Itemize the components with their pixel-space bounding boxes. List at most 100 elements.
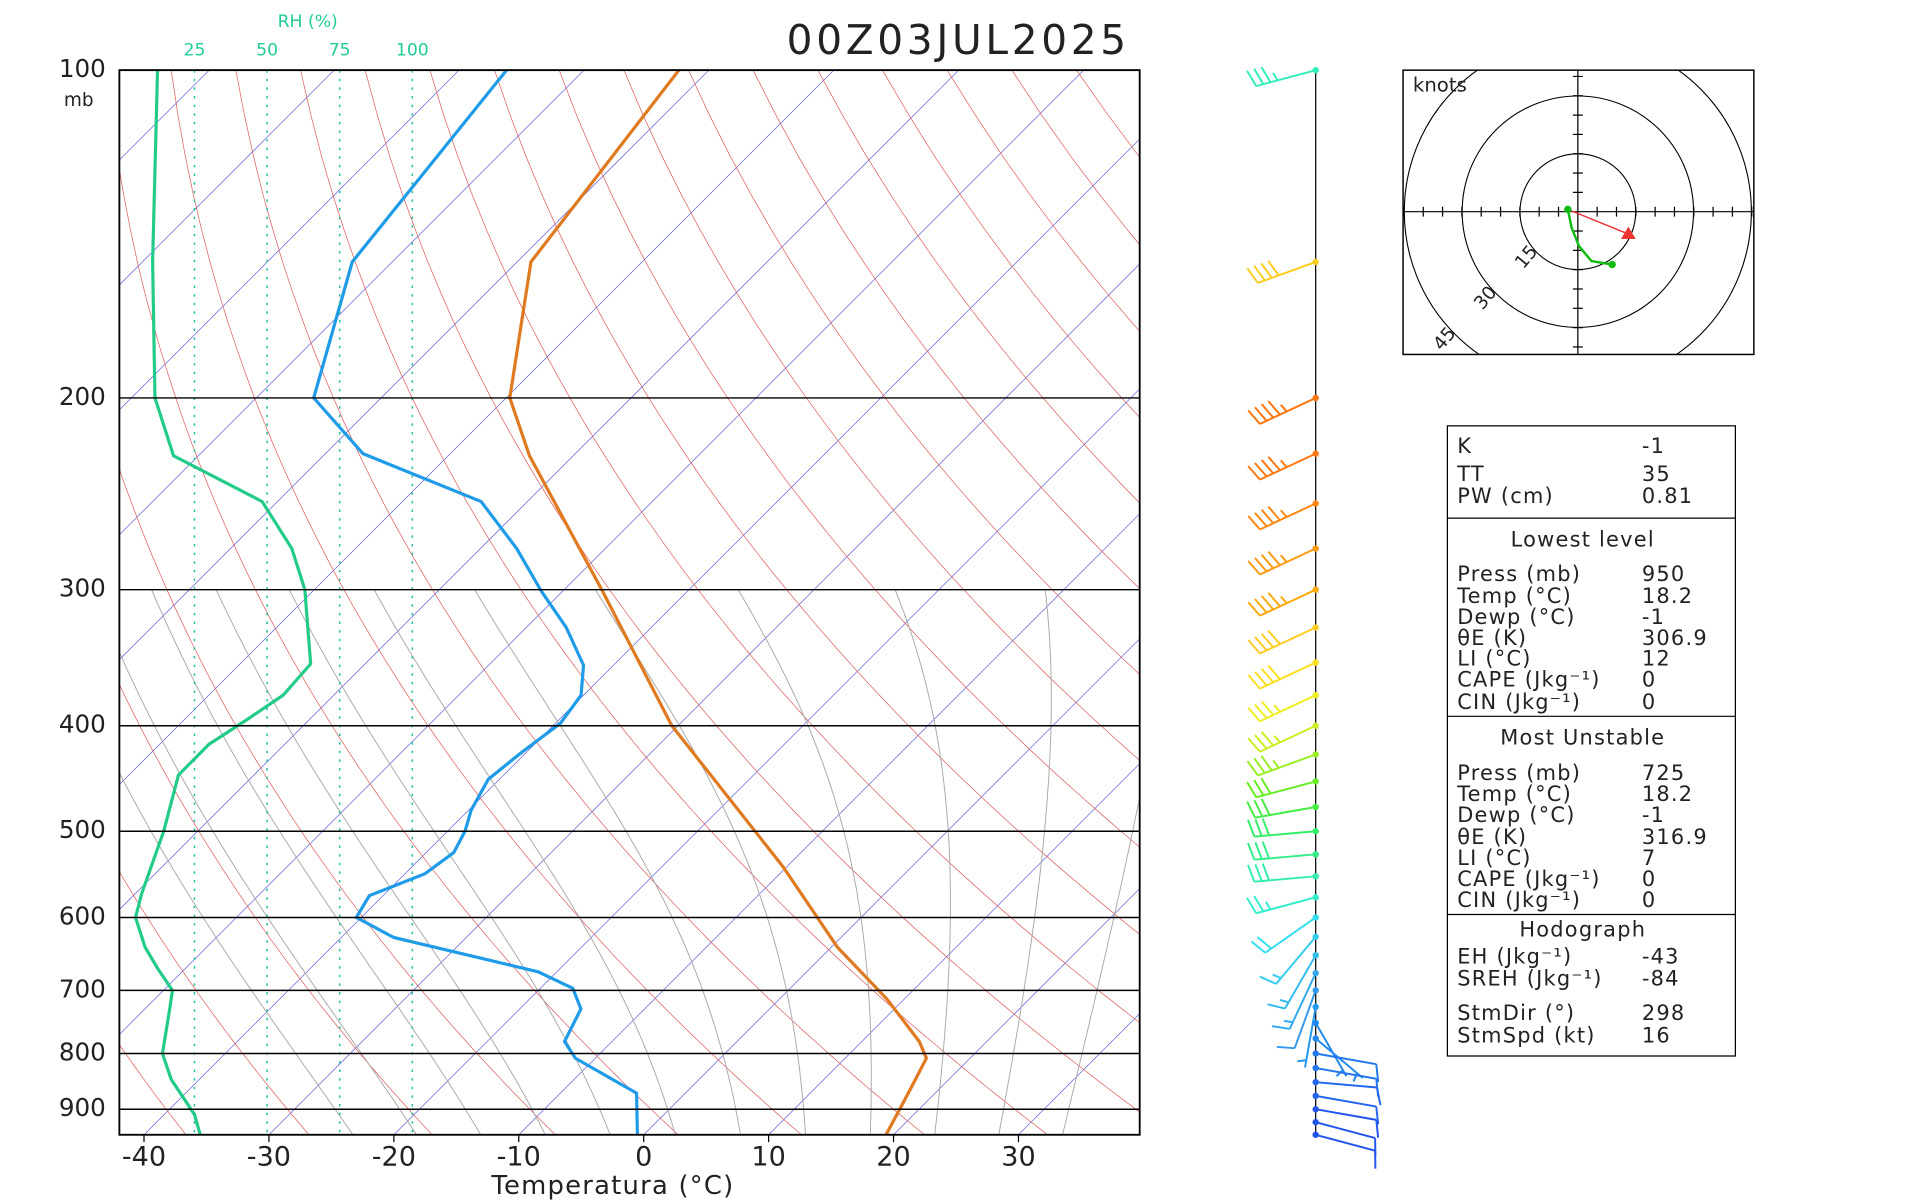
wind-level-dot <box>1312 851 1319 858</box>
moist-adiabat <box>215 589 546 1135</box>
wind-level-dot <box>1312 952 1319 959</box>
hodograph-endpoint <box>1564 205 1572 214</box>
moist-adiabat <box>474 589 742 1135</box>
wind-barb <box>1246 895 1316 915</box>
wind-level-dot <box>1312 1064 1319 1072</box>
hodograph-unit-label: knots <box>1413 74 1467 97</box>
dry-adiabat <box>119 683 433 1135</box>
wind-level-dot <box>1312 659 1319 666</box>
table-label: SREH (Jkg⁻¹) <box>1457 967 1602 991</box>
table-value: -84 <box>1642 967 1680 991</box>
wind-barb <box>1246 260 1317 284</box>
wind-barb <box>1315 1094 1380 1125</box>
hodograph-ring-label: 30 <box>1470 282 1501 313</box>
wind-barb <box>1315 1121 1377 1157</box>
wind-barb <box>1247 626 1317 655</box>
table-label: StmSpd (kt) <box>1457 1023 1595 1047</box>
dry-adiabat <box>1658 70 1920 1135</box>
index-table: K -1 TT 35 PW (cm) 0.81 Lowest level Press (mb)… <box>1446 425 1736 1057</box>
plot-area <box>119 70 1920 1135</box>
table-value: 0 <box>1642 888 1657 912</box>
chart-title: 00Z03JUL2025 <box>787 16 1130 64</box>
table-value: 0 <box>1642 690 1657 714</box>
table-label: TT <box>1456 462 1485 486</box>
dry-adiabat <box>558 70 1140 848</box>
isotherm <box>119 70 835 786</box>
wind-level-dot <box>1312 873 1319 880</box>
y-tick-label: 800 <box>59 1038 106 1067</box>
table-value: 7 <box>1642 846 1657 870</box>
wind-level-dot <box>1312 586 1319 593</box>
wind-barb <box>1246 66 1316 88</box>
storm-motion-line <box>1567 208 1629 235</box>
table-heading: Hodograph <box>1519 917 1646 941</box>
dry-adiabat <box>119 1044 187 1135</box>
x-tick-label: -20 <box>372 1142 416 1173</box>
wind-level-dot <box>1312 258 1319 266</box>
table-label: LI (°C) <box>1457 846 1531 870</box>
hodograph-ring-label: 15 <box>1511 241 1542 272</box>
wind-barb <box>1247 452 1317 481</box>
x-tick-label: -10 <box>497 1142 541 1173</box>
table-label: PW (cm) <box>1457 484 1554 508</box>
x-tick-label: 10 <box>751 1142 785 1173</box>
wind-barb <box>1315 1081 1382 1106</box>
dry-adiabat <box>364 70 1140 1113</box>
moist-adiabat <box>737 589 872 1135</box>
wind-level-dot <box>1312 450 1319 457</box>
rh-axis-label: RH (%) <box>278 12 338 32</box>
wind-barb <box>1247 694 1317 723</box>
moist-adiabat <box>1062 794 1140 1135</box>
isotherm <box>119 70 460 411</box>
rh-tick-label: 100 <box>396 40 429 60</box>
wind-level-dot <box>1312 1106 1319 1113</box>
wind-barb <box>1247 661 1317 690</box>
x-tick-label: -30 <box>247 1142 291 1173</box>
wind-level-dot <box>1312 803 1319 811</box>
hodograph: 15 30 45 knots <box>1402 69 1755 356</box>
rh-tick-label: 75 <box>329 40 351 60</box>
y-axis-label: mb <box>64 90 94 111</box>
table-label: CAPE (Jkg⁻¹) <box>1457 668 1600 692</box>
table-value: 0 <box>1642 668 1657 692</box>
wind-barb <box>1247 502 1317 531</box>
x-tick-label: -40 <box>122 1142 166 1173</box>
wind-level-dot <box>1312 894 1319 901</box>
dry-adiabat <box>688 70 1140 675</box>
isotherm <box>119 70 710 661</box>
wind-level-dot <box>1312 778 1319 785</box>
y-tick-label: 400 <box>59 710 106 739</box>
table-label: Temp (°C) <box>1456 782 1572 806</box>
storm-motion-marker <box>1620 226 1636 239</box>
wind-level-dot <box>1312 692 1319 699</box>
wind-level-dot <box>1312 1131 1319 1138</box>
hodograph-endpoint <box>1608 260 1616 269</box>
dry-adiabat <box>623 70 1140 761</box>
moist-adiabat <box>119 650 418 1135</box>
table-label: Dewp (°C) <box>1457 605 1575 629</box>
wind-barb <box>1247 547 1317 576</box>
table-label: Press (mb) <box>1457 761 1581 785</box>
rh-line <box>133 70 313 1135</box>
wind-barb <box>1246 753 1317 777</box>
wind-barb <box>1247 724 1317 753</box>
hodograph-curve <box>1566 209 1613 266</box>
table-value: 316.9 <box>1642 825 1708 849</box>
temperature-line <box>508 70 929 1135</box>
table-label: K <box>1457 434 1472 458</box>
rh-tick-label: 50 <box>256 40 278 60</box>
x-axis-label: Temperatura (°C) <box>490 1171 734 1200</box>
y-tick-label: 100 <box>59 54 106 83</box>
dry-adiabat <box>170 70 802 1135</box>
wind-level-dot <box>1312 1118 1319 1126</box>
wind-level-dot <box>1312 722 1319 729</box>
dry-adiabat <box>752 70 1140 590</box>
table-frame <box>1446 425 1736 1057</box>
table-value: -1 <box>1642 605 1665 629</box>
table-value: 18.2 <box>1642 584 1693 608</box>
table-label: Dewp (°C) <box>1457 803 1575 827</box>
wind-barb <box>1247 818 1316 838</box>
table-value: 16 <box>1642 1023 1671 1047</box>
table-heading: Most Unstable <box>1500 725 1665 749</box>
